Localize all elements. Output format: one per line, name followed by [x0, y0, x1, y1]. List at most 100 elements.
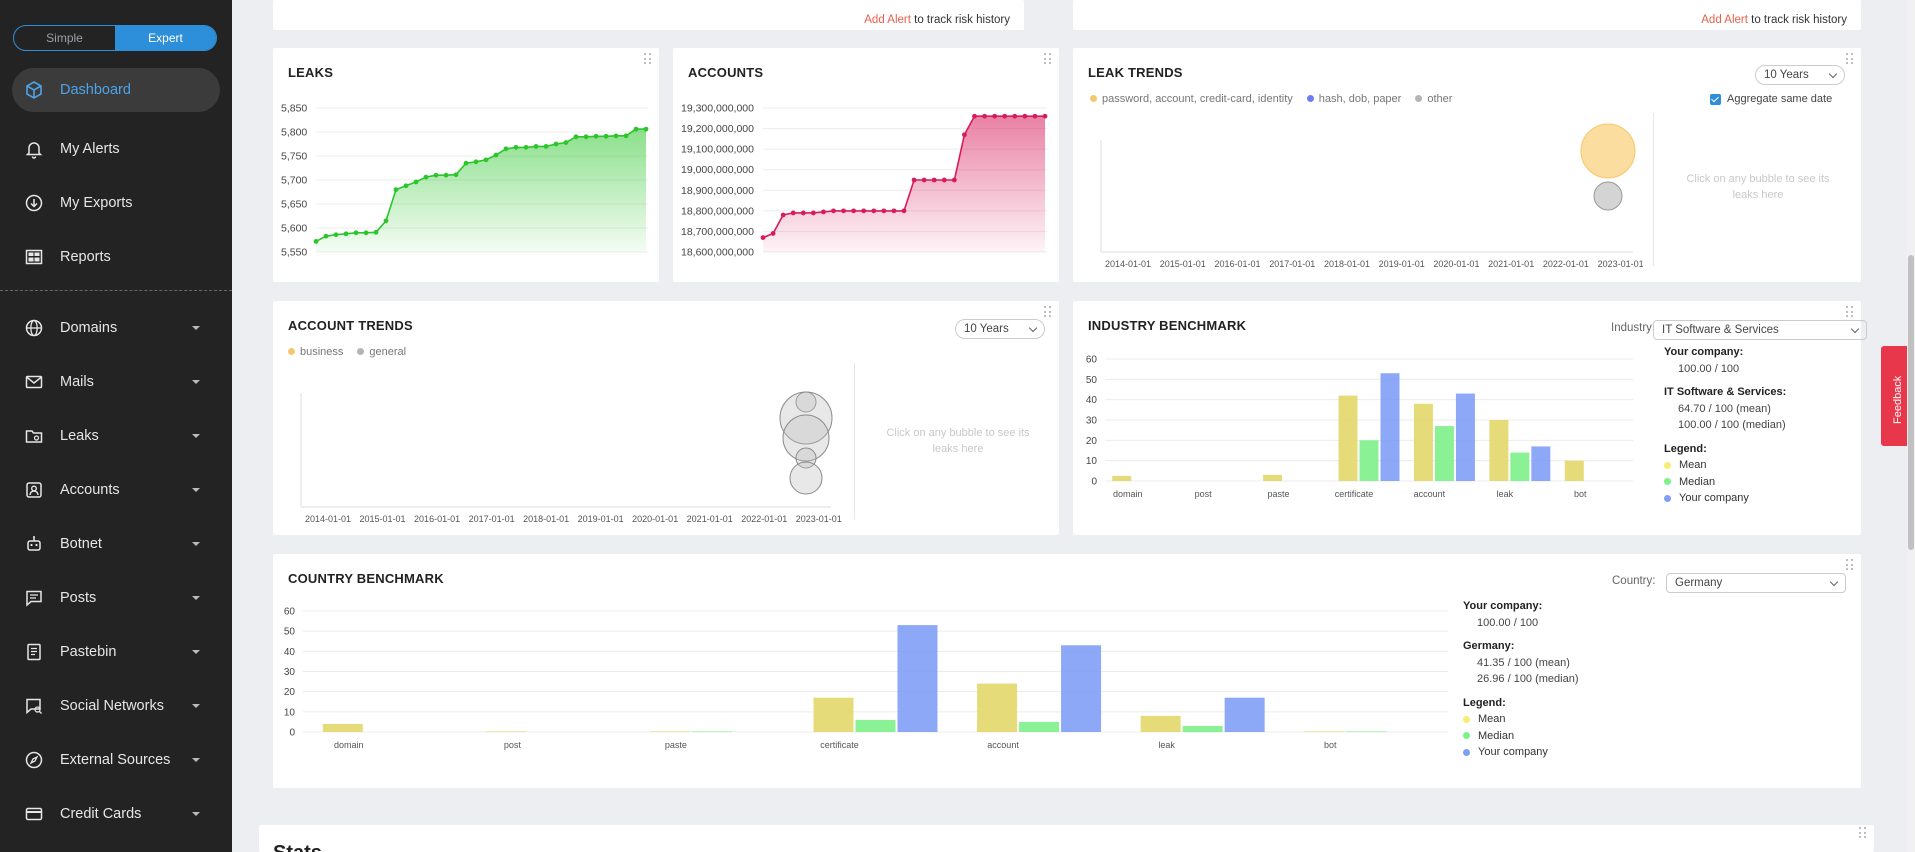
- sidebar-item-label: Accounts: [60, 482, 120, 498]
- tick-label: 2014-01-01: [305, 514, 351, 524]
- add-alert-link[interactable]: Add Alert: [864, 14, 911, 26]
- sidebar-item-external-sources[interactable]: External Sources: [0, 733, 232, 787]
- mode-simple-button[interactable]: Simple: [46, 31, 83, 45]
- data-point: [790, 210, 796, 216]
- data-point: [513, 144, 519, 150]
- sidebar-item-domains[interactable]: Domains: [0, 301, 232, 355]
- tick-label: 18,600,000,000: [681, 247, 754, 259]
- chevron-down-icon: [192, 650, 200, 654]
- bubble: [1580, 123, 1636, 179]
- data-point: [800, 210, 806, 216]
- tick-label: 5,750: [281, 151, 307, 163]
- tick-label: leak: [1158, 740, 1175, 750]
- bar: [1224, 697, 1265, 732]
- mail-icon: [24, 372, 44, 392]
- data-point: [841, 208, 846, 214]
- leak-trends-period-select[interactable]: 10 Years: [1755, 65, 1845, 85]
- legend-item[interactable]: business: [288, 346, 343, 358]
- tick-label: 5,700: [281, 175, 307, 187]
- industry-select[interactable]: IT Software & Services: [1653, 320, 1867, 340]
- drag-handle-icon[interactable]: [1044, 53, 1053, 65]
- tick-label: 2017-01-01: [469, 514, 515, 524]
- tick-label: 30: [1086, 416, 1098, 427]
- drag-handle-icon[interactable]: [1859, 827, 1868, 839]
- tick-label: 60: [1086, 355, 1098, 366]
- series-area: [763, 116, 1045, 252]
- legend-item[interactable]: other: [1415, 93, 1452, 105]
- data-point: [593, 133, 599, 139]
- risk-card-left: Add Alert to track risk history: [273, 0, 1024, 30]
- legend-median: Median: [1463, 728, 1579, 745]
- data-point: [493, 152, 499, 158]
- sidebar-item-label: Domains: [60, 320, 118, 336]
- sidebar-item-mails[interactable]: Mails: [0, 355, 232, 409]
- legend-dot-icon: [357, 348, 365, 355]
- data-point: [483, 157, 489, 163]
- legend-median: Median: [1664, 474, 1786, 491]
- sidebar-item-reports[interactable]: Reports: [0, 230, 232, 284]
- sidebar: Simple Expert Dashboard My Alerts My Expor…: [0, 0, 232, 852]
- sidebar-item-label: Posts: [60, 590, 97, 606]
- page-scrollbar[interactable]: [1907, 0, 1915, 852]
- bar: [1112, 475, 1132, 481]
- tick-label: post: [1195, 489, 1213, 499]
- tick-label: domain: [334, 740, 364, 750]
- sidebar-item-label: Dashboard: [60, 82, 131, 98]
- chevron-down-icon: [192, 326, 200, 330]
- data-point: [1002, 113, 1008, 119]
- drag-handle-icon[interactable]: [1044, 306, 1053, 318]
- sidebar-item-accounts[interactable]: Accounts: [0, 463, 232, 517]
- drag-handle-icon[interactable]: [644, 53, 653, 65]
- data-point: [613, 133, 619, 139]
- sidebar-item-credit-cards[interactable]: Credit Cards: [0, 787, 232, 841]
- data-point: [901, 208, 907, 214]
- legend-item[interactable]: general: [357, 346, 406, 358]
- tick-label: 2018-01-01: [1324, 259, 1370, 269]
- bar: [977, 683, 1018, 732]
- legend-mean: Mean: [1664, 457, 1786, 474]
- tick-label: 2019-01-01: [578, 514, 624, 524]
- bar: [691, 731, 732, 732]
- aggregate-checkbox[interactable]: Aggregate same date: [1710, 93, 1832, 105]
- bar: [649, 731, 690, 732]
- bubble-hint: Click on any bubble to see its leaks here: [1686, 173, 1830, 201]
- tick-label: 2020-01-01: [1433, 259, 1479, 269]
- sidebar-item-my-exports[interactable]: My Exports: [0, 176, 232, 230]
- sidebar-item-social-networks[interactable]: Social Networks: [0, 679, 232, 733]
- legend-item[interactable]: hash, dob, paper: [1306, 93, 1401, 105]
- bell-icon: [24, 139, 44, 159]
- data-point: [423, 174, 429, 180]
- mode-expert-button[interactable]: Expert: [115, 26, 216, 50]
- tick-label: account: [1414, 489, 1446, 499]
- card-title: ACCOUNTS: [688, 65, 764, 80]
- sidebar-item-leaks[interactable]: Leaks: [0, 409, 232, 463]
- tick-label: 50: [284, 627, 296, 638]
- country-select[interactable]: Germany: [1666, 573, 1846, 593]
- drag-handle-icon[interactable]: [1846, 559, 1855, 571]
- scrollbar-thumb[interactable]: [1908, 255, 1914, 550]
- chevron-down-icon: [192, 812, 200, 816]
- sidebar-item-botnet[interactable]: Botnet: [0, 517, 232, 571]
- tick-label: 2022-01-01: [741, 514, 787, 524]
- sidebar-item-label: Credit Cards: [60, 806, 142, 822]
- tick-label: 2021-01-01: [687, 514, 733, 524]
- add-alert-link[interactable]: Add Alert: [1701, 14, 1748, 26]
- sidebar-item-posts[interactable]: Posts: [0, 571, 232, 625]
- industry-benchmark-info: Your company: 100.00 / 100 IT Software &…: [1664, 344, 1786, 507]
- bar: [1380, 373, 1400, 481]
- stats-title: Stats: [273, 842, 322, 852]
- sidebar-item-label: My Exports: [60, 195, 133, 211]
- drag-handle-icon[interactable]: [1846, 306, 1855, 318]
- data-point: [383, 218, 389, 224]
- drag-handle-icon[interactable]: [1846, 53, 1855, 65]
- account-trends-period-select[interactable]: 10 Years: [955, 319, 1045, 339]
- data-point: [643, 126, 649, 132]
- legend-your-company: Your company: [1664, 490, 1786, 507]
- account-trends-chart: 2014-01-01 2015-01-01 2016-01-01 2017-01-01…: [300, 391, 842, 524]
- sidebar-item-pastebin[interactable]: Pastebin: [0, 625, 232, 679]
- bubble: [782, 414, 830, 462]
- sidebar-item-my-alerts[interactable]: My Alerts: [0, 122, 232, 176]
- sidebar-item-dashboard[interactable]: Dashboard: [12, 68, 220, 112]
- legend-item[interactable]: password, account, credit-card, identity: [1090, 93, 1293, 105]
- leaks-chart: 5,850 5,800 5,750 5,700 5,650 5,600 5,550: [281, 103, 649, 259]
